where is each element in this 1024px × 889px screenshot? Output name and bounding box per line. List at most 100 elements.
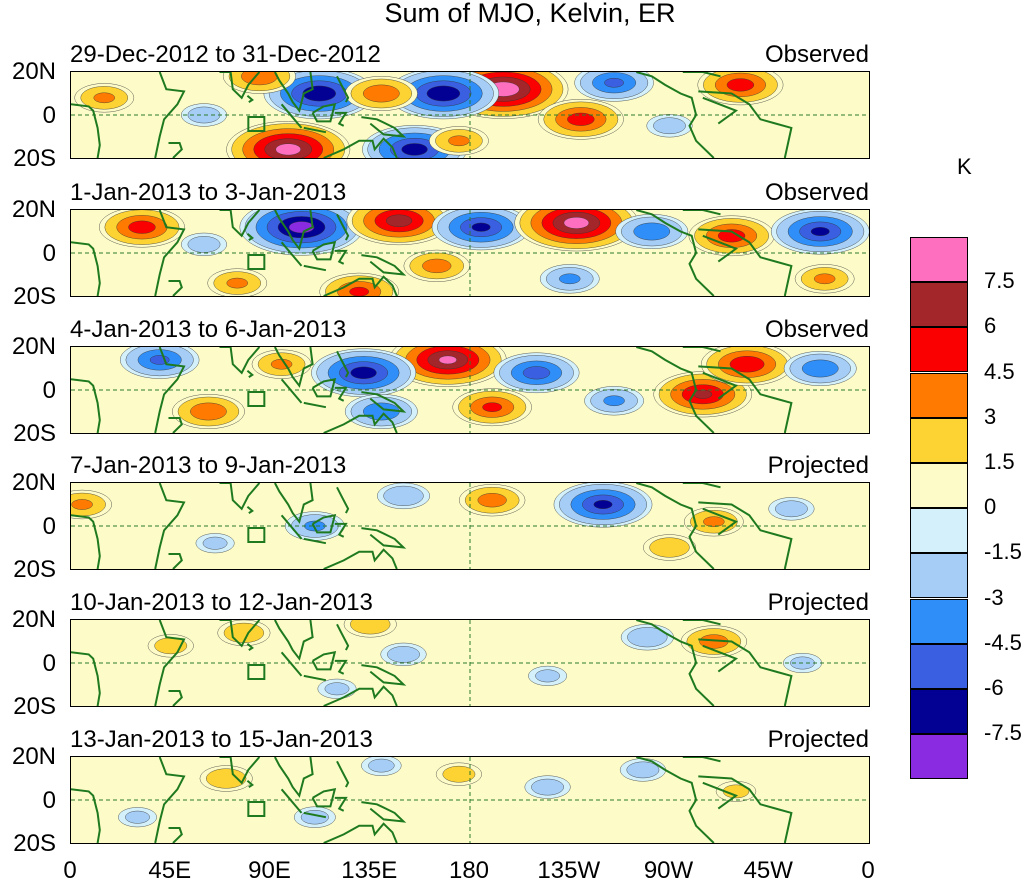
- coastline: [698, 638, 793, 706]
- coastline: [702, 507, 739, 536]
- coastline: [246, 505, 254, 514]
- coastline: [334, 386, 348, 402]
- panel-date-range: 7-Jan-2013 to 9-Jan-2013: [70, 452, 347, 479]
- coastline: [219, 72, 261, 100]
- anomaly-contour: [563, 217, 590, 229]
- latitude-tick-label: 20S: [13, 556, 56, 583]
- latitude-tick-label: 20S: [13, 283, 56, 310]
- coastline: [311, 241, 337, 261]
- coastline: [682, 347, 721, 353]
- panel-kind-label: Projected: [767, 452, 869, 479]
- colorbar-swatch: [910, 553, 968, 599]
- anomaly-contour: [603, 395, 625, 407]
- heatmap-panel: [70, 482, 870, 570]
- panel-date-range: 4-Jan-2013 to 6-Jan-2013: [70, 316, 347, 343]
- anomaly-contour: [368, 758, 395, 773]
- coastline: [702, 96, 739, 125]
- anomaly-contour: [814, 273, 836, 285]
- anomaly-contour: [363, 84, 400, 103]
- coastline: [246, 232, 254, 241]
- colorbar-label: 3: [984, 403, 997, 429]
- coastline: [303, 401, 327, 409]
- coastline: [682, 757, 721, 763]
- anomaly-contour: [559, 273, 581, 285]
- panel-kind-label: Observed: [764, 316, 869, 343]
- heatmap-svg: [71, 347, 869, 433]
- coastline: [361, 801, 407, 823]
- anomaly-contour: [302, 85, 336, 102]
- coastline: [361, 664, 407, 686]
- latitude-tick-label: 0: [42, 787, 56, 814]
- coastline: [71, 241, 101, 296]
- coastline: [280, 241, 303, 267]
- coastline: [323, 548, 398, 569]
- anomaly-contour: [93, 92, 115, 104]
- anomaly-contour: [531, 778, 564, 796]
- coastline: [168, 417, 183, 433]
- latitude-tick-label: 20N: [11, 606, 56, 633]
- latitude-tick-label: 20S: [13, 145, 56, 172]
- coastline: [219, 757, 261, 785]
- anomaly-contour: [385, 214, 413, 227]
- coastline: [303, 264, 327, 272]
- coastline: [71, 788, 101, 843]
- coastline: [168, 690, 183, 706]
- panel-date-range: 1-Jan-2013 to 3-Jan-2013: [70, 179, 347, 206]
- colorbar-swatch: [910, 643, 968, 689]
- coastline: [246, 642, 254, 651]
- coastline: [311, 378, 337, 398]
- region-box-marker: [247, 664, 266, 680]
- coastline: [274, 72, 314, 113]
- anomaly-contour: [125, 810, 150, 824]
- anomaly-contour: [471, 222, 491, 232]
- coastline: [274, 483, 314, 524]
- coastline: [361, 391, 407, 413]
- coastline: [303, 674, 327, 682]
- heatmap-panel: [70, 209, 870, 297]
- anomaly-contour: [438, 355, 457, 365]
- coastline: [219, 347, 261, 375]
- coastline: [219, 483, 261, 511]
- coastline: [246, 779, 254, 788]
- longitude-tick-label: 45E: [148, 857, 192, 884]
- heatmap-panel: [70, 756, 870, 844]
- colorbar-label: -6: [984, 675, 1004, 700]
- anomaly-contour: [649, 537, 690, 558]
- colorbar-swatch: [910, 598, 968, 644]
- region-box-marker: [247, 116, 266, 132]
- anomaly-contour: [726, 78, 755, 92]
- coastline: [154, 757, 186, 843]
- longitude-tick-label: 135W: [537, 857, 601, 884]
- coastline: [323, 412, 398, 433]
- coastline: [698, 501, 793, 569]
- coastline: [636, 210, 715, 296]
- heatmap-svg: [71, 757, 869, 843]
- anomaly-contour: [349, 286, 370, 296]
- latitude-tick-label: 0: [42, 650, 56, 677]
- coastline: [154, 210, 186, 296]
- longitude-tick-label: 180: [448, 857, 490, 884]
- colorbar-label: 6: [984, 313, 997, 339]
- anomaly-contour: [206, 768, 247, 789]
- longitude-tick-label: 90W: [643, 857, 694, 884]
- coastline: [336, 486, 350, 514]
- coastline: [361, 254, 407, 276]
- coastline: [274, 620, 314, 661]
- panel-date-range: 10-Jan-2013 to 12-Jan-2013: [70, 589, 373, 616]
- colorbar-label: -4.5: [984, 629, 1022, 655]
- anomaly-contour: [703, 516, 725, 527]
- coastline: [636, 620, 715, 706]
- coastline: [311, 788, 337, 808]
- coastline: [280, 651, 303, 677]
- region-box-marker: [247, 801, 266, 817]
- coastline: [323, 137, 398, 158]
- latitude-tick-label: 0: [42, 240, 56, 267]
- coastline: [336, 75, 350, 103]
- anomaly-contour: [653, 117, 686, 135]
- units-label: K: [957, 154, 972, 179]
- coastline: [274, 210, 314, 251]
- coastline: [323, 275, 398, 296]
- latitude-tick-label: 0: [42, 102, 56, 129]
- coastline: [636, 757, 715, 843]
